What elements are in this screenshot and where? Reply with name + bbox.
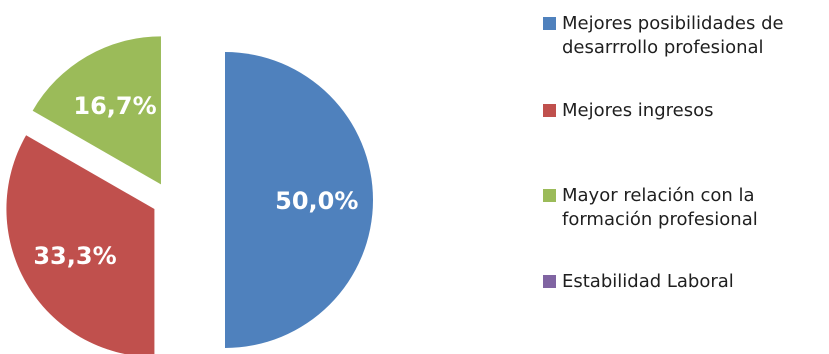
legend-item-formacion: Mayor relación con la formación profesio… [543, 184, 817, 232]
legend-swatch-green [543, 189, 556, 202]
pie-slice-ingresos [6, 135, 155, 354]
legend-item-ingresos: Mejores ingresos [543, 99, 817, 123]
legend-label-desarrollo: Mejores posibilidades de desarrrollo pro… [562, 13, 784, 58]
data-label-ingresos: 33,3% [33, 242, 116, 270]
legend-label-estabilidad: Estabilidad Laboral [562, 271, 734, 292]
legend-item-desarrollo: Mejores posibilidades de desarrrollo pro… [543, 12, 817, 60]
pie-slice-desarrollo [225, 52, 373, 348]
legend-label-ingresos: Mejores ingresos [562, 100, 714, 121]
pie-slice-formacion [32, 36, 161, 185]
pie-data-labels: 50,0% 33,3% 16,7% [33, 92, 358, 270]
legend-swatch-red [543, 104, 556, 117]
legend-swatch-purple [543, 275, 556, 288]
data-label-formacion: 16,7% [73, 92, 156, 120]
pie-slices [6, 36, 373, 354]
legend-swatch-blue [543, 17, 556, 30]
legend-label-formacion: Mayor relación con la formación profesio… [562, 185, 758, 230]
data-label-desarrollo: 50,0% [275, 187, 358, 215]
legend-item-estabilidad: Estabilidad Laboral [543, 270, 817, 294]
